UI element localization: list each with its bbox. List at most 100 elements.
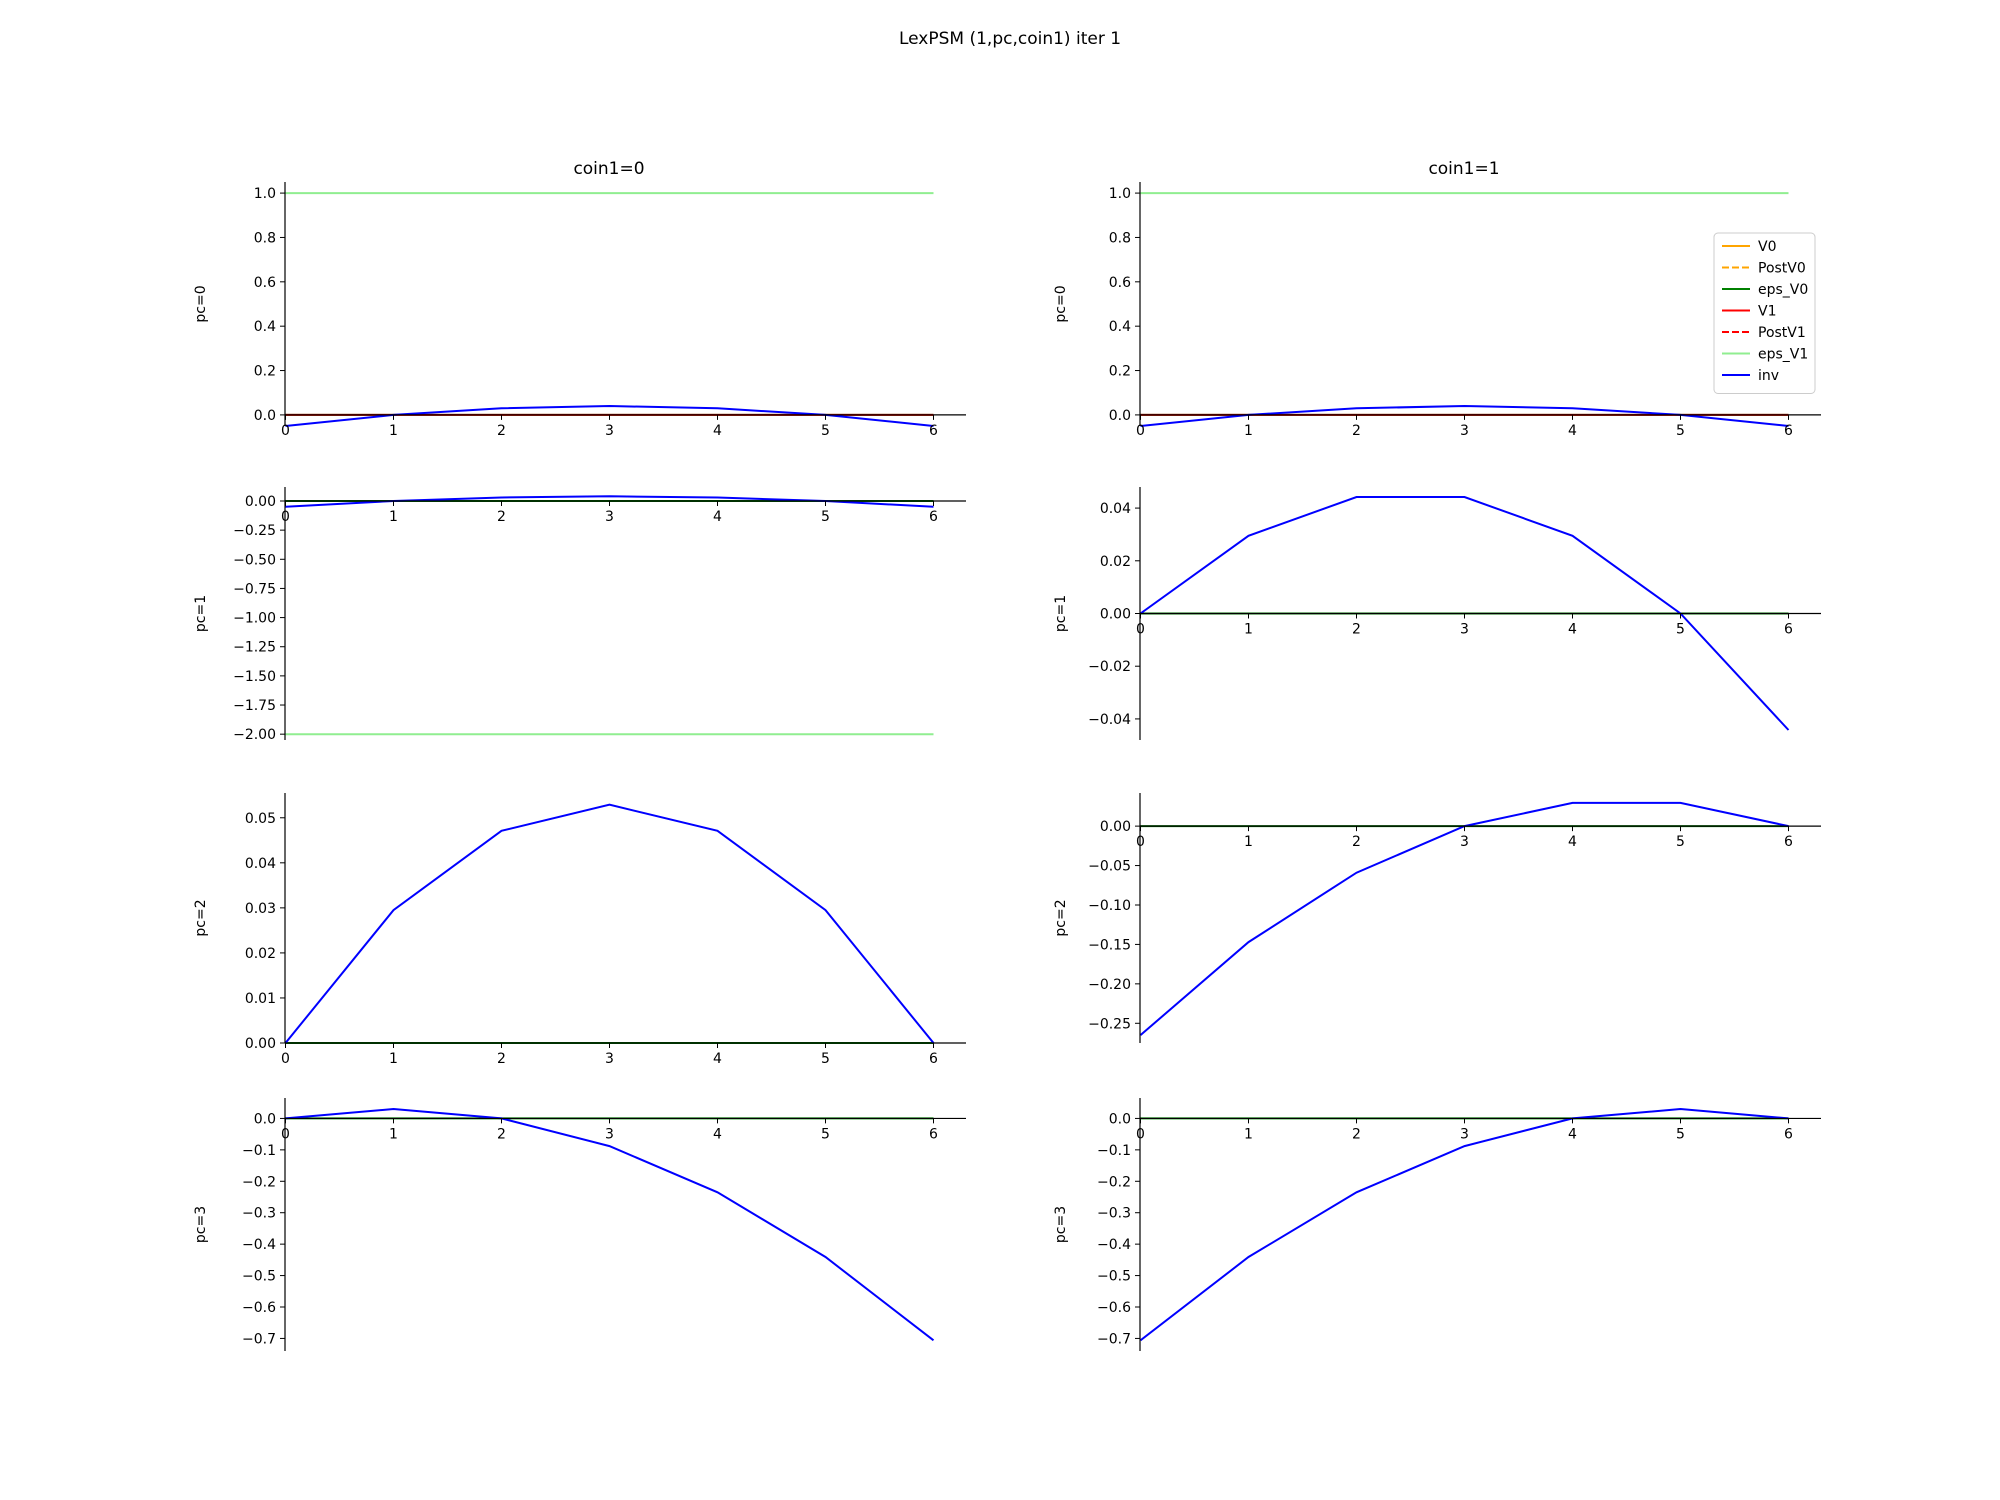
y-tick-label: 0.4 <box>254 319 276 335</box>
y-tick-label: −0.3 <box>1097 1206 1131 1222</box>
panels: 0.00.20.40.60.81.00 1 2 3 4 5 6pc=00.00.20.40.… <box>193 182 1821 1351</box>
y-tick-label: 0.00 <box>245 494 276 510</box>
y-tick-label: −0.1 <box>1097 1143 1131 1159</box>
y-tick-label: 0.2 <box>254 364 276 380</box>
x-tick-label: 6 <box>1784 622 1793 638</box>
x-tick-label: 4 <box>713 509 722 525</box>
y-tick-label: −0.10 <box>1088 898 1131 914</box>
y-tick-label: 0.05 <box>245 811 276 827</box>
x-tick-label: 5 <box>821 509 830 525</box>
x-tick-label: 4 <box>713 1126 722 1142</box>
y-tick-label: 1.0 <box>1109 186 1131 202</box>
y-tick-label: 0.0 <box>254 408 276 424</box>
x-tick-label: 5 <box>1676 834 1685 850</box>
x-tick-label: 0 <box>281 1126 290 1142</box>
y-axis-label: pc=0 <box>1053 285 1069 322</box>
x-tick-label: 6 <box>929 423 938 439</box>
y-tick-label: 0.04 <box>245 856 276 872</box>
series-line-inv <box>285 1107 935 1342</box>
panel-pc-1-coin1-0: 0.00 −0.25 −0.50 −0.75 −1.00 −1.25 −1.50 −1.75 −… <box>193 487 966 743</box>
y-tick-label: 0.4 <box>1109 319 1131 335</box>
x-tick-label: 3 <box>605 509 614 525</box>
x-tick-label: 0 <box>281 509 290 525</box>
x-tick-label: 3 <box>1460 622 1469 638</box>
panel-pc-3-coin1-1: 0.0 −0.1 −0.2 −0.3 −0.4 −0.5 −0.6 −0.7 0 1 2 3 4 5 6 pc… <box>1053 1098 1821 1351</box>
series-line-inv <box>284 803 935 1044</box>
y-axis-label: pc=3 <box>193 1206 209 1243</box>
x-tick-label: 6 <box>929 1051 938 1067</box>
x-tick-label: 5 <box>1676 622 1685 638</box>
x-tick-label: 5 <box>1676 423 1685 439</box>
x-tick-label: 0 <box>281 423 290 439</box>
x-tick-label: 4 <box>1568 1126 1577 1142</box>
y-tick-label: −0.6 <box>1097 1300 1131 1316</box>
x-tick-label: 1 <box>1244 622 1253 638</box>
x-tick-label: 0 <box>1136 834 1145 850</box>
y-tick-label: 0.8 <box>254 230 276 246</box>
x-tick-label: 5 <box>821 1051 830 1067</box>
y-tick-label: 0.00 <box>1100 819 1131 835</box>
y-tick-label: 0.0 <box>1109 1111 1131 1127</box>
x-tick-label: 1 <box>1244 423 1253 439</box>
y-tick-label: 0.01 <box>245 991 276 1007</box>
panel-pc-0-coin1-1: 0.0 0.2 0.4 0.6 0.8 1.0 0 1 2 3 4 5 6 pc=0 <box>1053 182 1821 439</box>
column-title-coin1-0: coin1=0 <box>573 159 644 179</box>
x-tick-label: 2 <box>497 1051 506 1067</box>
y-tick-label: 0.2 <box>1109 364 1131 380</box>
y-tick-label: −0.04 <box>1088 712 1131 728</box>
y-tick-label: −1.00 <box>233 611 276 627</box>
x-tick-label: 2 <box>1352 423 1361 439</box>
y-tick-label: −0.4 <box>1097 1237 1131 1253</box>
y-tick-label: −0.5 <box>1097 1269 1131 1285</box>
x-tick-label: 2 <box>497 1126 506 1142</box>
x-tick-label: 1 <box>1244 834 1253 850</box>
y-tick-label: −0.7 <box>242 1331 276 1347</box>
y-axis-label: pc=1 <box>193 595 209 632</box>
legend-label: PostV0 <box>1758 261 1806 277</box>
y-tick-label: −0.05 <box>1088 859 1131 875</box>
x-tick-label: 5 <box>821 423 830 439</box>
x-tick-label: 1 <box>389 423 398 439</box>
y-tick-label: −0.15 <box>1088 937 1131 953</box>
y-tick-label: 0.0 <box>1109 408 1131 424</box>
y-tick-label: −0.75 <box>233 581 276 597</box>
y-tick-label: 0.03 <box>245 901 276 917</box>
y-axis-label: pc=2 <box>1053 899 1069 936</box>
x-tick-label: 5 <box>821 1126 830 1142</box>
y-tick-label: −0.25 <box>1088 1016 1131 1032</box>
y-tick-label: −0.7 <box>1097 1331 1131 1347</box>
x-tick-label: 6 <box>1784 423 1793 439</box>
y-tick-label: −1.50 <box>233 669 276 685</box>
y-tick-label: −0.6 <box>242 1300 276 1316</box>
x-tick-label: 3 <box>605 423 614 439</box>
legend-label: inv <box>1758 368 1779 384</box>
x-tick-label: 2 <box>1352 834 1361 850</box>
y-tick-label: 0.04 <box>1100 501 1131 517</box>
y-axis-label: pc=1 <box>1053 595 1069 632</box>
y-tick-label: 0.8 <box>1109 230 1131 246</box>
panel-pc-3-coin1-0: 0.0 −0.1 −0.2 −0.3 −0.4 −0.5 −0.6 −0.7 0 1 2 3 4 5 6 pc… <box>193 1098 966 1351</box>
x-tick-label: 2 <box>1352 622 1361 638</box>
series-line-inv <box>1139 1107 1789 1342</box>
legend-label: V1 <box>1758 304 1776 320</box>
y-tick-label: 0.00 <box>245 1036 276 1052</box>
y-tick-label: 1.0 <box>254 186 276 202</box>
y-tick-label: 0.02 <box>245 946 276 962</box>
x-tick-label: 0 <box>1136 1126 1145 1142</box>
legend-label: PostV1 <box>1758 325 1806 341</box>
x-tick-label: 1 <box>1244 1126 1253 1142</box>
panel-pc-2-coin1-1: 0.00 −0.05 −0.10 −0.15 −0.20 −0.25 0 1 2 3 4 5 6 pc=2 <box>1053 793 1821 1043</box>
y-axis-label: pc=0 <box>193 285 209 322</box>
y-tick-label: 0.02 <box>1100 554 1131 570</box>
figure-title: LexPSM (1,pc,coin1) iter 1 <box>899 29 1121 49</box>
y-tick-label: −1.75 <box>233 698 276 714</box>
x-tick-label: 1 <box>389 1051 398 1067</box>
x-tick-label: 1 <box>389 1126 398 1142</box>
x-tick-label: 4 <box>713 1051 722 1067</box>
y-tick-label: −0.5 <box>242 1269 276 1285</box>
y-tick-label: 0.00 <box>1100 607 1131 623</box>
y-tick-label: −0.20 <box>1088 977 1131 993</box>
panel-pc-1-coin1-1: 0.04 0.02 0.00 −0.02 −0.04 0 1 2 3 4 5 6 pc=1 <box>1053 487 1821 740</box>
y-tick-label: −0.4 <box>242 1237 276 1253</box>
